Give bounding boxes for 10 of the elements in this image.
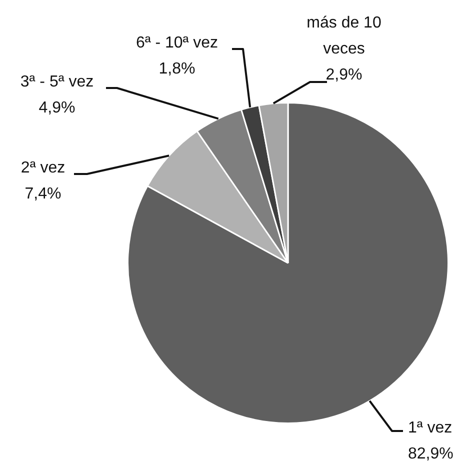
slice-label: 2ª vez bbox=[20, 159, 66, 176]
data-label: 82,9% bbox=[408, 445, 454, 462]
slice-label: 3ª - 5ª vez bbox=[20, 73, 94, 90]
slice-label: 1ª vez bbox=[408, 419, 452, 436]
data-label: 7,4% bbox=[24, 185, 62, 202]
data-label: 2,9% bbox=[326, 66, 362, 84]
slice-label: más de 10 veces bbox=[306, 14, 382, 58]
slice-label: 6ª - 10ª vez bbox=[136, 34, 218, 52]
data-label: 1,8% bbox=[158, 60, 196, 78]
data-label: 4,9% bbox=[38, 99, 76, 116]
